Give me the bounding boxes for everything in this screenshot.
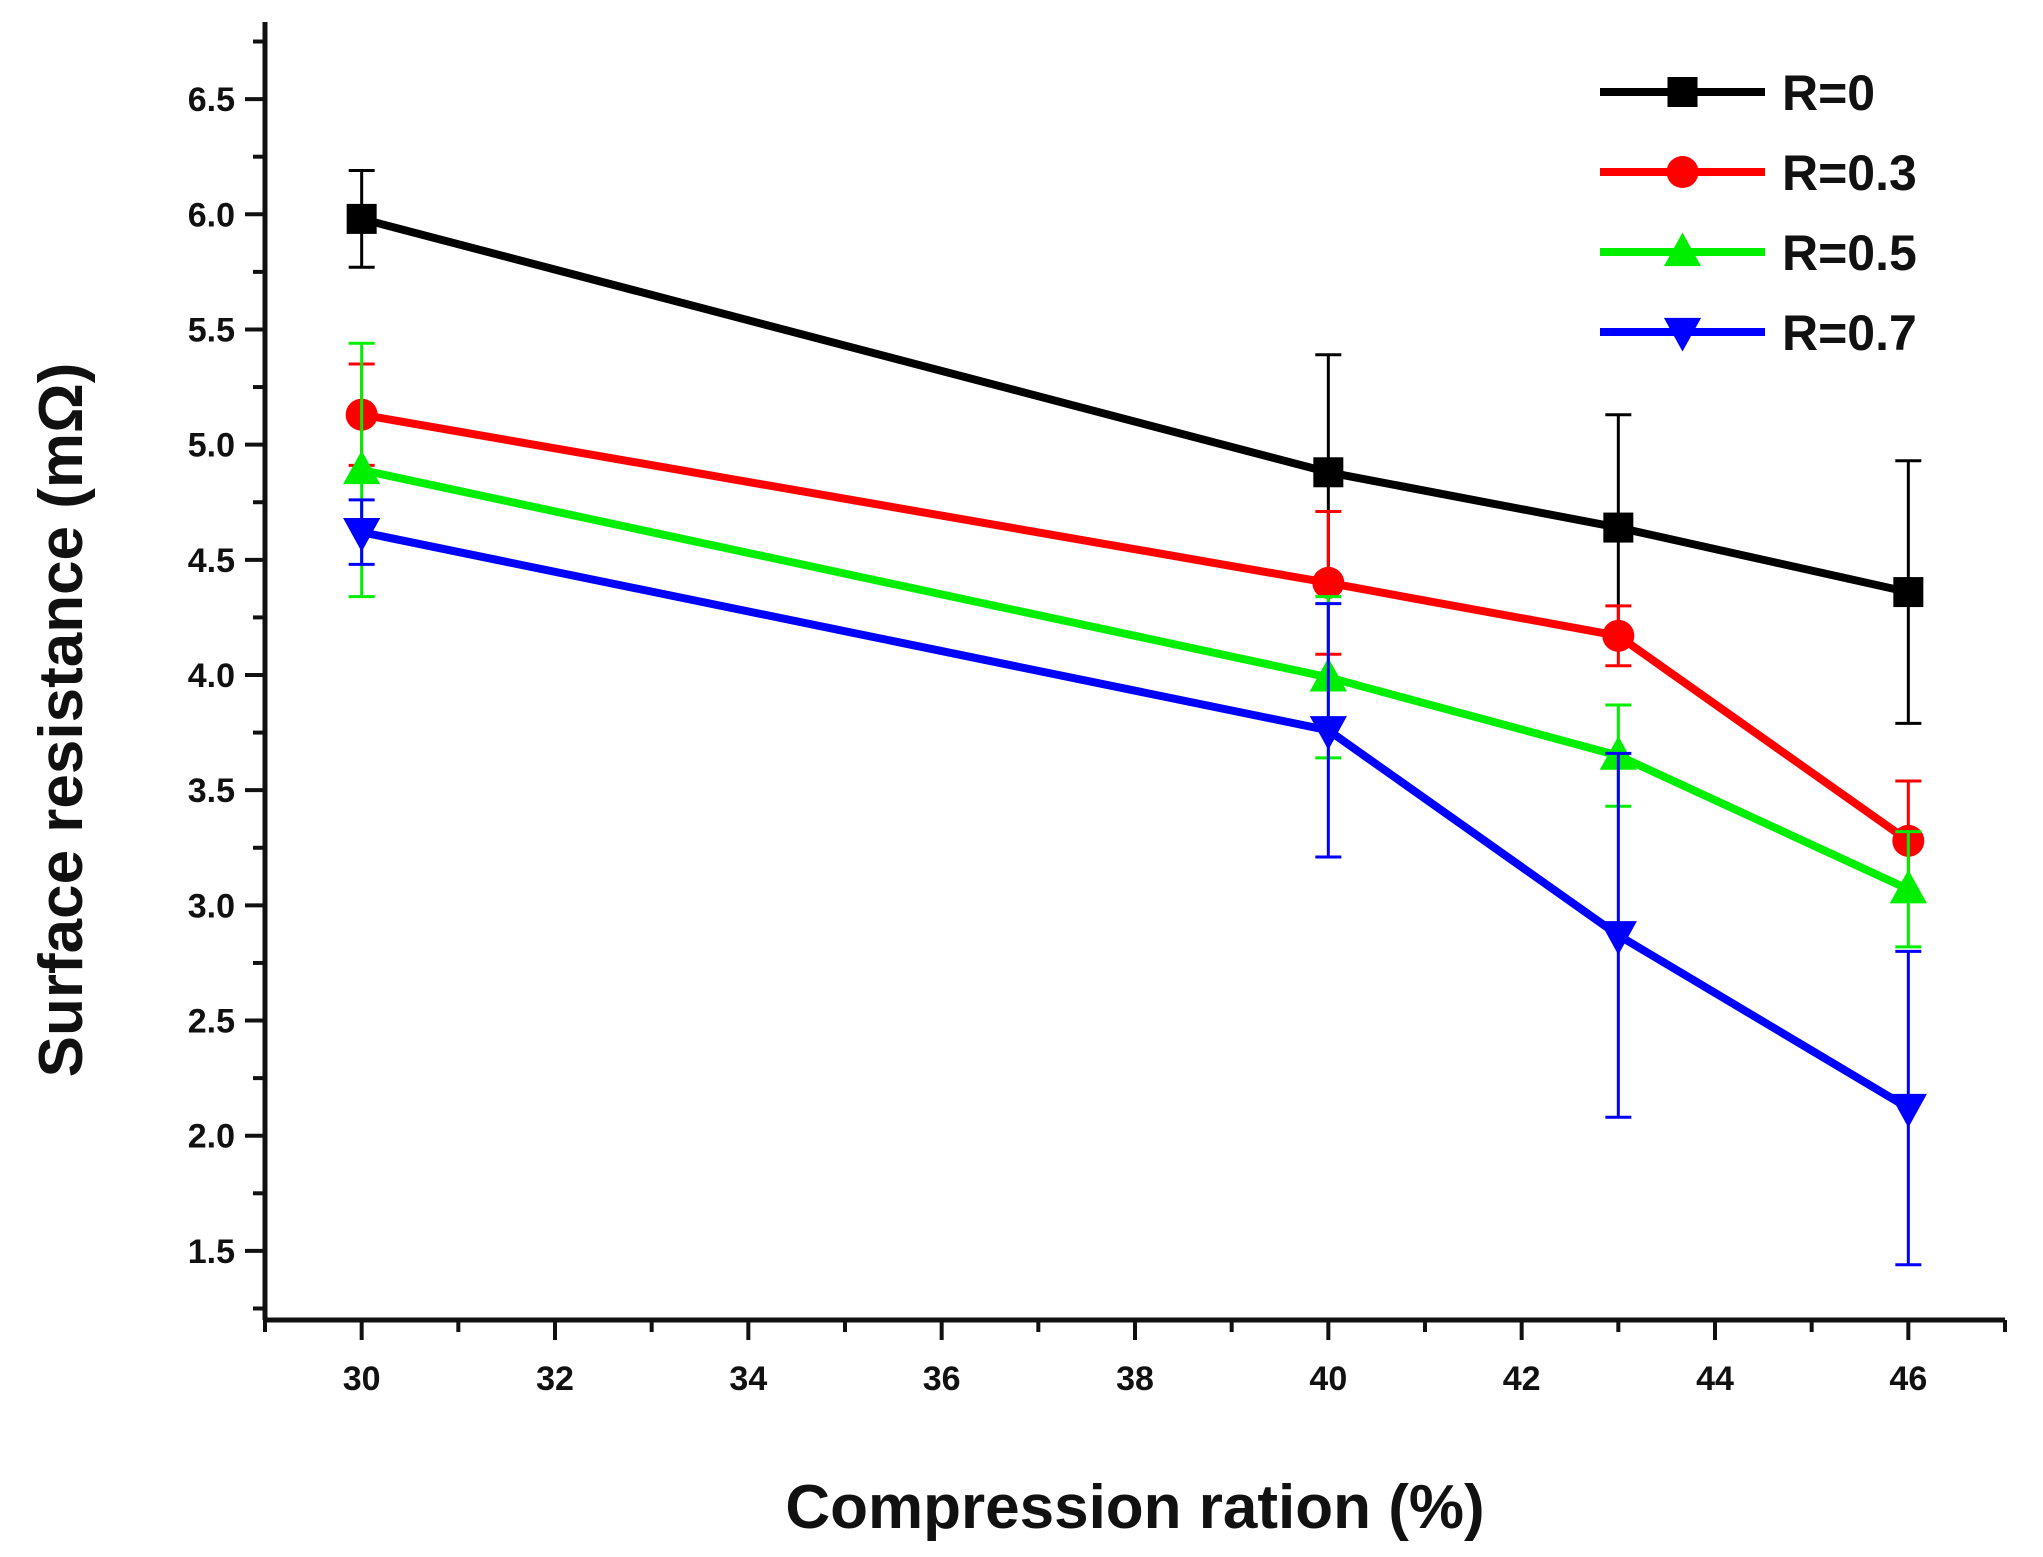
legend-marker (1663, 317, 1702, 352)
x-tick-label: 36 (923, 1360, 961, 1398)
data-point (1893, 577, 1924, 608)
data-point (1313, 457, 1344, 488)
data-point (1312, 566, 1345, 599)
series-line (360, 410, 1911, 845)
y-tick-label: 3.0 (188, 887, 235, 925)
x-tick-label: 42 (1503, 1360, 1541, 1398)
data-point (1603, 512, 1634, 543)
legend-marker (1666, 156, 1699, 188)
x-tick-label: 32 (536, 1360, 574, 1398)
legend-label: R=0 (1782, 65, 1875, 121)
x-tick-label: 46 (1889, 1360, 1927, 1398)
legend-label: R=0.3 (1782, 145, 1917, 201)
tick-layer: 30 32 34 36 38 40 42 44 46 1.5 2.0 2.5 3.0 3.5 4.0 4.5 5… (188, 39, 2007, 1398)
y-tick-label: 5.5 (188, 311, 235, 349)
data-point (346, 203, 377, 234)
legend-marker (1663, 232, 1702, 267)
y-tick-label: 4.5 (188, 542, 235, 580)
legend-marker (1667, 77, 1698, 107)
data-point (1309, 716, 1347, 750)
legend: R=0 R=0.3 R=0.5 R=0.7 (1600, 65, 1917, 361)
y-tick-label: 5.0 (188, 427, 235, 465)
legend-label: R=0.7 (1782, 305, 1917, 361)
y-tick-label: 1.5 (188, 1233, 235, 1271)
legend-item: R=0.5 (1600, 225, 1917, 281)
x-tick-label: 30 (343, 1360, 381, 1398)
data-point (343, 450, 381, 485)
data-point (343, 518, 381, 552)
x-axis-title: Compression ration (%) (785, 1473, 1484, 1542)
series-line (360, 215, 1910, 596)
legend-item: R=0 (1600, 65, 1875, 121)
y-tick-label: 4.0 (188, 657, 235, 695)
series-layer (343, 169, 1927, 1267)
x-tick-label: 40 (1309, 1360, 1347, 1398)
data-point (1602, 619, 1635, 652)
series-line (360, 528, 1911, 1112)
x-tick-label: 34 (729, 1360, 767, 1398)
series-R=0.7 (343, 498, 1927, 1267)
y-tick-label: 2.0 (188, 1118, 235, 1156)
x-tick-label: 44 (1696, 1360, 1734, 1398)
data-point (1599, 921, 1637, 955)
data-point (1889, 869, 1927, 904)
series-line (360, 466, 1911, 893)
y-tick-label: 6.5 (188, 81, 235, 119)
legend-label: R=0.5 (1782, 225, 1917, 281)
y-axis-title: Surface resistance (mΩ) (27, 363, 96, 1078)
legend-item: R=0.3 (1600, 145, 1917, 201)
x-tick-label: 38 (1116, 1360, 1154, 1398)
legend-item: R=0.7 (1600, 305, 1917, 361)
y-tick-label: 3.5 (188, 772, 235, 810)
y-tick-label: 2.5 (188, 1003, 235, 1041)
data-point (1889, 1093, 1927, 1128)
y-tick-label: 6.0 (188, 196, 235, 234)
